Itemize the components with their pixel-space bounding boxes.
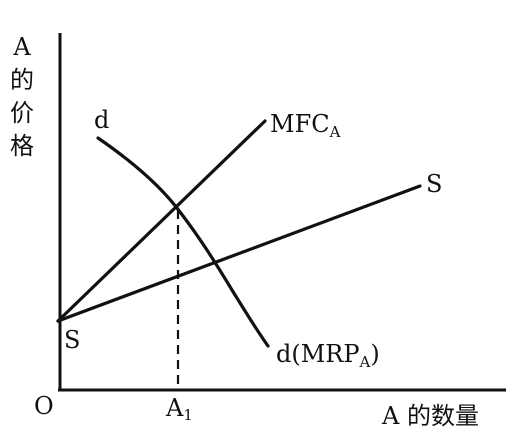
demand-end-label: d(MRPA) [276,340,380,371]
supply-start-label: S [64,326,80,354]
y-label: 格 [10,132,34,160]
origin-label: O [34,392,54,420]
supply-curve [56,184,422,323]
x-label: A 的数量 [381,402,479,430]
demand-end-sub: A [359,353,371,371]
supply-end-label: S [426,170,442,198]
x-point-main: A [165,394,184,422]
mfc-label: MFCA [270,110,341,141]
demand-end-main: d(MRP [276,340,360,368]
y-label: A [12,33,31,61]
mfc-curve [56,119,267,323]
demand-curve [96,136,270,348]
mfc-sub: A [329,123,341,141]
mfc-main: MFC [270,110,330,138]
x-point-sub: 1 [183,406,193,424]
y-label: 价 [10,99,34,127]
demand-end-close: ) [370,340,379,368]
x-point-label: A1 [165,394,193,424]
y-label: 的 [10,66,34,94]
demand-start-label: d [94,106,109,134]
